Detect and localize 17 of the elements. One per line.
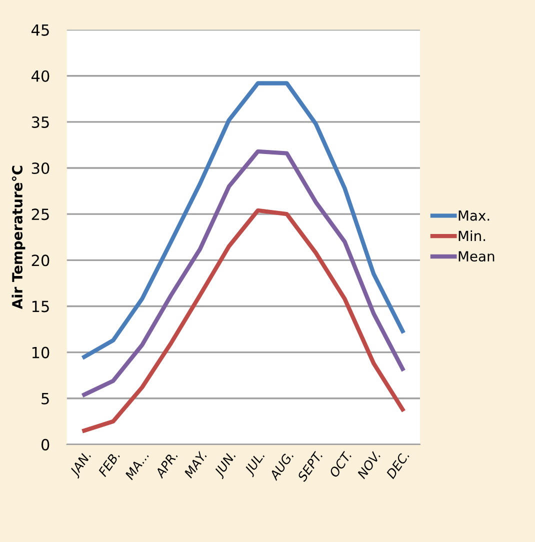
- y-tick-label: 0: [41, 438, 50, 450]
- y-tick-label: 30: [32, 162, 50, 174]
- y-tick-label: 15: [32, 300, 49, 312]
- legend-label: Min.: [458, 230, 486, 241]
- legend-label: Mean: [458, 251, 494, 262]
- line-series: [82, 149, 405, 397]
- y-tick-label: 45: [32, 24, 49, 36]
- y-tick-label: 25: [32, 208, 49, 220]
- y-tick-label: 35: [32, 116, 49, 128]
- y-tick-label: 10: [32, 346, 50, 358]
- y-axis-title: Air Temperature°C: [12, 166, 26, 310]
- line-series: [82, 81, 405, 359]
- y-tick-label: 20: [32, 254, 50, 266]
- line-series: [82, 208, 405, 433]
- y-tick-label: 5: [42, 393, 49, 404]
- y-tick-label: 40: [32, 70, 50, 82]
- legend-label: Max.: [458, 210, 490, 221]
